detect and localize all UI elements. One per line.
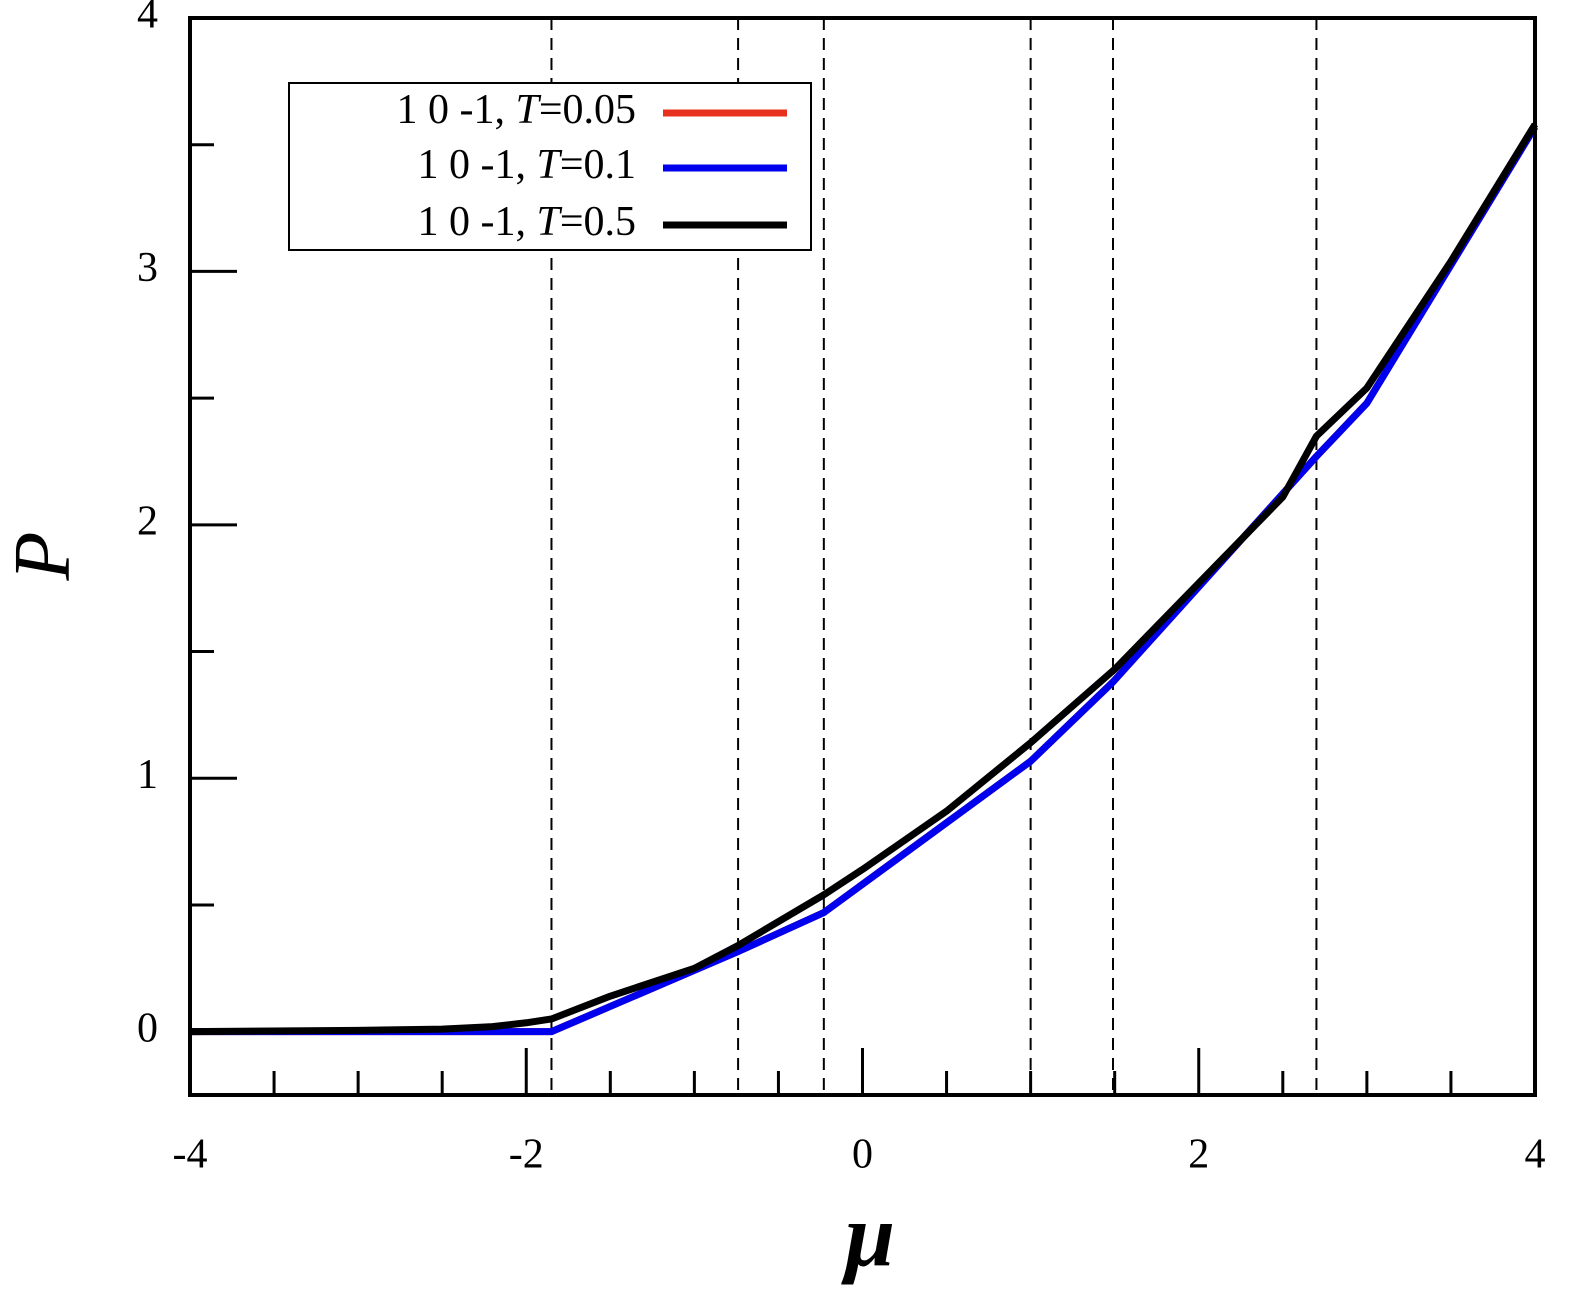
x-axis-label: μ xyxy=(841,1187,895,1286)
x-tick-label: 4 xyxy=(1525,1132,1546,1178)
x-tick-label: -2 xyxy=(509,1132,544,1178)
y-tick-label: 2 xyxy=(137,498,158,544)
legend-label: 1 0 -1, T=0.1 xyxy=(417,142,636,188)
x-tick-label: 0 xyxy=(852,1132,873,1178)
legend-label: 1 0 -1, T=0.05 xyxy=(396,87,636,133)
legend-label: 1 0 -1, T=0.5 xyxy=(417,199,636,245)
data-line xyxy=(189,122,1538,1036)
plot-frame xyxy=(188,16,1537,1097)
y-axis-label: P xyxy=(0,532,86,582)
y-tick-label: 3 xyxy=(137,245,158,291)
y-tick-label: 4 xyxy=(137,0,158,38)
y-tick-label: 0 xyxy=(137,1005,158,1051)
data-line xyxy=(190,125,1538,1036)
x-tick-label: -4 xyxy=(173,1132,208,1178)
data-line xyxy=(190,125,1538,1036)
x-tick-label: 2 xyxy=(1188,1132,1209,1178)
y-tick-label: 1 xyxy=(137,752,158,798)
